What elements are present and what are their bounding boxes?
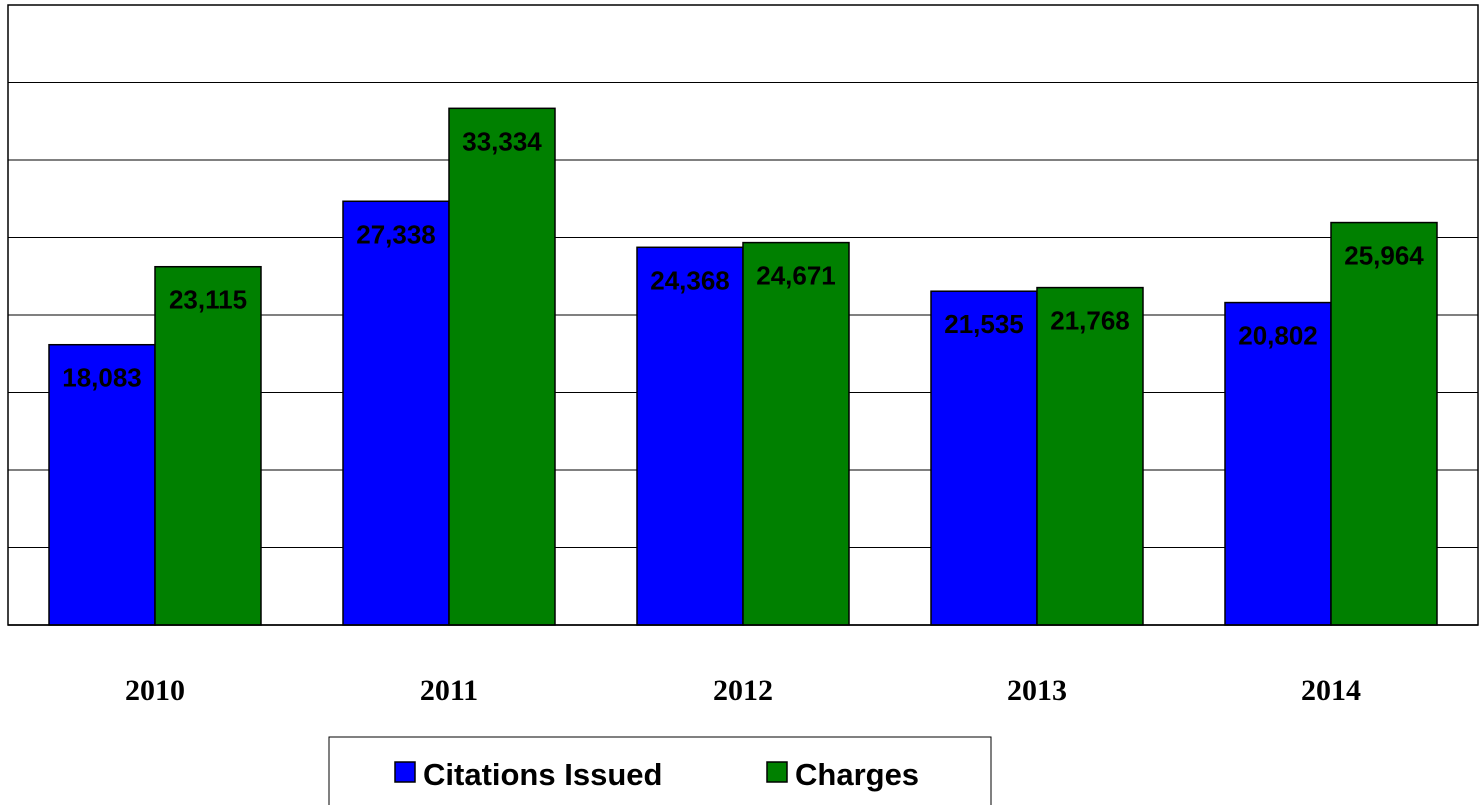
plot-area: 18,083 23,115 27,338 33,334 24,368 24,671 21,5… bbox=[7, 4, 1479, 626]
bar-citations-issued-2010 bbox=[48, 343, 156, 626]
data-label: 24,368 bbox=[650, 265, 730, 295]
bar-citations-issued-2014 bbox=[1224, 301, 1332, 626]
bar-citations-issued-2011 bbox=[342, 200, 450, 626]
category-label: 2013 bbox=[1007, 674, 1067, 707]
legend-box bbox=[328, 736, 992, 805]
data-label: 25,964 bbox=[1344, 241, 1424, 271]
bar-charges-2014 bbox=[1330, 221, 1438, 626]
category-label: 2011 bbox=[420, 674, 478, 707]
legend: Citations Issued Charges bbox=[328, 736, 992, 805]
legend-swatch-citations-issued bbox=[394, 761, 416, 783]
data-label: 27,338 bbox=[356, 219, 436, 249]
data-label: 23,115 bbox=[169, 285, 247, 315]
data-label: 21,535 bbox=[944, 309, 1024, 339]
data-label: 21,768 bbox=[1050, 306, 1130, 336]
legend-swatch-charges bbox=[766, 761, 788, 783]
data-label: 33,334 bbox=[462, 126, 542, 156]
bar-charges-2012 bbox=[742, 241, 850, 626]
data-label: 24,671 bbox=[756, 261, 836, 291]
legend-label: Citations Issued bbox=[423, 757, 662, 792]
category-axis: 2010 2011 2012 2013 2014 bbox=[125, 674, 1361, 707]
bar-charges-2010 bbox=[154, 265, 262, 626]
bar-citations-issued-2013 bbox=[930, 290, 1038, 626]
data-label: 20,802 bbox=[1238, 321, 1318, 351]
bar-charges-2011 bbox=[448, 107, 556, 626]
bar-citations-issued-2012 bbox=[636, 246, 744, 626]
bar-charges-2013 bbox=[1036, 286, 1144, 626]
category-label: 2014 bbox=[1301, 674, 1361, 707]
data-label: 18,083 bbox=[62, 363, 142, 393]
category-label: 2010 bbox=[125, 674, 185, 707]
legend-label: Charges bbox=[795, 757, 919, 792]
category-label: 2012 bbox=[713, 674, 773, 707]
